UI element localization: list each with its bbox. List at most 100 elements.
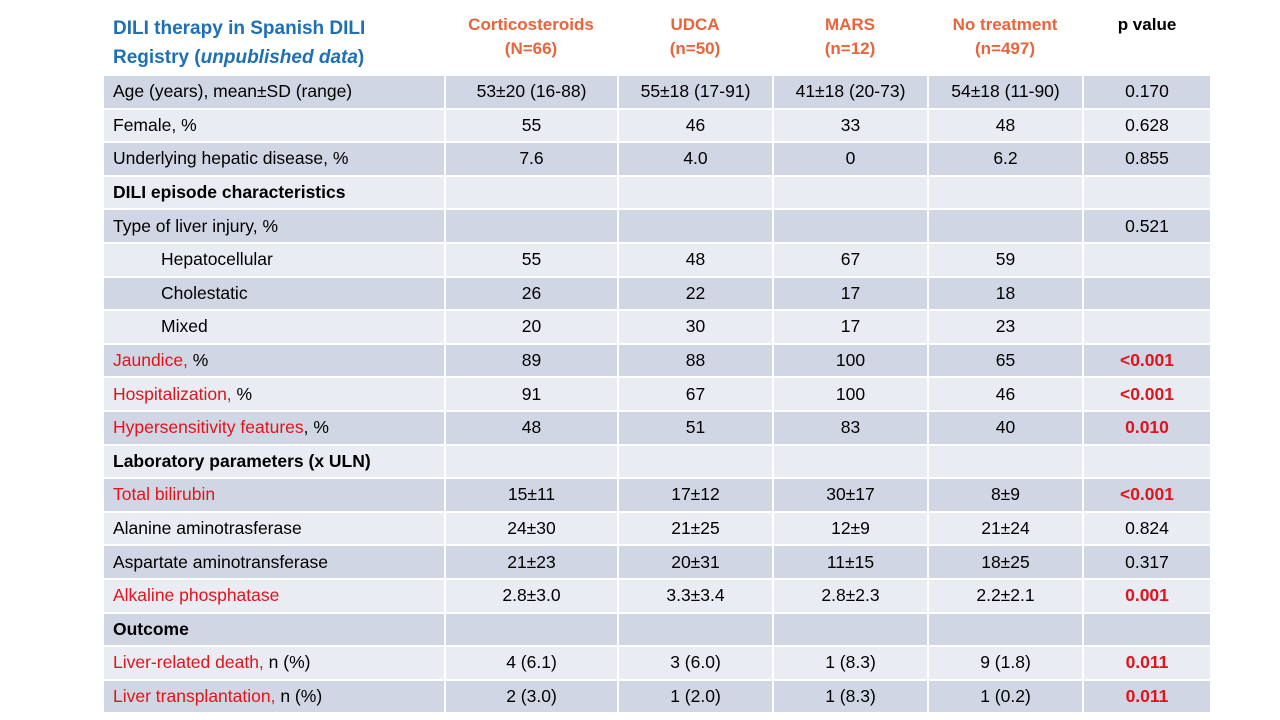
value-cell: 12±9 xyxy=(773,511,929,547)
value-cell: 55 xyxy=(445,242,619,278)
value-cell: 20±31 xyxy=(618,545,774,580)
p-value-cell xyxy=(1083,612,1212,648)
value-cell: 2.8±3.0 xyxy=(445,578,619,614)
row-label: Female, % xyxy=(104,108,446,144)
table-row: DILI episode characteristics xyxy=(104,175,1212,211)
table-row: Hospitalization, % 91 67 100 46 <0.001 xyxy=(104,377,1212,412)
value-cell xyxy=(773,444,929,480)
value-cell: 1 (8.3) xyxy=(773,646,929,681)
value-cell: 20 xyxy=(445,310,619,345)
column-header-no-treatment: No treatment (n=497) xyxy=(952,15,1058,58)
value-cell xyxy=(928,209,1084,244)
value-cell: 18±25 xyxy=(928,545,1084,580)
p-value-cell: 0.011 xyxy=(1083,679,1212,715)
value-cell xyxy=(618,209,774,244)
value-cell: 1 (0.2) xyxy=(928,679,1084,715)
p-value-cell xyxy=(1083,310,1212,345)
table-row: Laboratory parameters (x ULN) xyxy=(104,444,1212,480)
value-cell: 17±12 xyxy=(618,478,774,513)
row-label-highlight: Total bilirubin xyxy=(113,484,216,505)
row-label-unit: n (%) xyxy=(263,652,311,673)
p-value-cell: 0.010 xyxy=(1083,410,1212,446)
value-cell: 83 xyxy=(773,410,929,446)
title-line-1: DILI therapy in Spanish DILI xyxy=(113,18,366,39)
value-cell: 21±24 xyxy=(928,511,1084,547)
value-cell xyxy=(928,612,1084,648)
value-cell xyxy=(618,444,774,480)
row-label-highlight: Hypersensitivity features xyxy=(113,417,304,438)
value-cell: 46 xyxy=(928,377,1084,412)
value-cell: 55 xyxy=(445,108,619,144)
table-row: Outcome xyxy=(104,612,1212,648)
slide-title: DILI therapy in Spanish DILI Registry (u… xyxy=(113,14,413,72)
row-label-highlight: Liver transplantation, xyxy=(113,685,276,706)
value-cell xyxy=(445,209,619,244)
value-cell: 2.2±2.1 xyxy=(928,578,1084,614)
value-cell: 55±18 (17-91) xyxy=(618,76,774,110)
row-label-highlight: Alkaline phosphatase xyxy=(113,585,280,606)
p-value-cell: <0.001 xyxy=(1083,478,1212,513)
p-value-cell: 0.855 xyxy=(1083,142,1212,177)
value-cell: 100 xyxy=(773,377,929,412)
value-cell: 30±17 xyxy=(773,478,929,513)
row-label: Jaundice, % xyxy=(104,343,446,379)
value-cell: 65 xyxy=(928,343,1084,379)
column-header-corticosteroids: Corticosteroids (N=66) xyxy=(468,15,594,58)
row-label: DILI episode characteristics xyxy=(104,175,446,211)
table-row: Alkaline phosphatase 2.8±3.0 3.3±3.4 2.8±2.… xyxy=(104,578,1212,614)
value-cell: 9 (1.8) xyxy=(928,646,1084,681)
row-label: Underlying hepatic disease, % xyxy=(104,142,446,177)
value-cell: 2 (3.0) xyxy=(445,679,619,715)
p-value-cell: 0.170 xyxy=(1083,76,1212,110)
row-label: Cholestatic xyxy=(104,276,446,312)
value-cell: 33 xyxy=(773,108,929,144)
value-cell: 48 xyxy=(445,410,619,446)
table-row: Hypersensitivity features, % 48 51 83 40 0.01… xyxy=(104,410,1212,446)
table-row: Liver transplantation, n (%) 2 (3.0) 1 (2.… xyxy=(104,679,1212,715)
value-cell: 100 xyxy=(773,343,929,379)
table-row: Type of liver injury, % 0.521 xyxy=(104,209,1212,244)
row-label: Hepatocellular xyxy=(104,242,446,278)
value-cell xyxy=(445,175,619,211)
row-label-unit: % xyxy=(187,350,209,371)
row-label: Type of liver injury, % xyxy=(104,209,446,244)
value-cell: 24±30 xyxy=(445,511,619,547)
p-value-cell: 0.628 xyxy=(1083,108,1212,144)
value-cell: 40 xyxy=(928,410,1084,446)
value-cell: 17 xyxy=(773,310,929,345)
value-cell: 48 xyxy=(618,242,774,278)
value-cell: 67 xyxy=(618,377,774,412)
value-cell: 53±20 (16-88) xyxy=(445,76,619,110)
row-label: Hospitalization, % xyxy=(104,377,446,412)
value-cell xyxy=(445,612,619,648)
row-label-unit: % xyxy=(231,383,253,404)
p-value-cell: 0.521 xyxy=(1083,209,1212,244)
value-cell: 11±15 xyxy=(773,545,929,580)
table-row: Total bilirubin 15±11 17±12 30±17 8±9 <0.001 xyxy=(104,478,1212,513)
value-cell: 4.0 xyxy=(618,142,774,177)
value-cell xyxy=(928,444,1084,480)
value-cell: 6.2 xyxy=(928,142,1084,177)
row-label: Alkaline phosphatase xyxy=(104,578,446,614)
value-cell: 26 xyxy=(445,276,619,312)
value-cell: 21±23 xyxy=(445,545,619,580)
table-row: Alanine aminotrasferase 24±30 21±25 12±9 21±… xyxy=(104,511,1212,547)
row-label: Mixed xyxy=(104,310,446,345)
column-header-p-value: p value xyxy=(1117,15,1177,34)
value-cell: 59 xyxy=(928,242,1084,278)
value-cell: 1 (2.0) xyxy=(618,679,774,715)
value-cell: 1 (8.3) xyxy=(773,679,929,715)
value-cell: 3.3±3.4 xyxy=(618,578,774,614)
value-cell: 30 xyxy=(618,310,774,345)
value-cell xyxy=(618,612,774,648)
value-cell: 18 xyxy=(928,276,1084,312)
value-cell: 23 xyxy=(928,310,1084,345)
value-cell: 21±25 xyxy=(618,511,774,547)
value-cell: 3 (6.0) xyxy=(618,646,774,681)
table-row: Jaundice, % 89 88 100 65 <0.001 xyxy=(104,343,1212,379)
row-label-highlight: Liver-related death, xyxy=(113,652,264,673)
row-label: Outcome xyxy=(104,612,446,648)
row-label: Alanine aminotrasferase xyxy=(104,511,446,547)
p-value-cell xyxy=(1083,242,1212,278)
row-label-unit: , % xyxy=(303,417,329,438)
